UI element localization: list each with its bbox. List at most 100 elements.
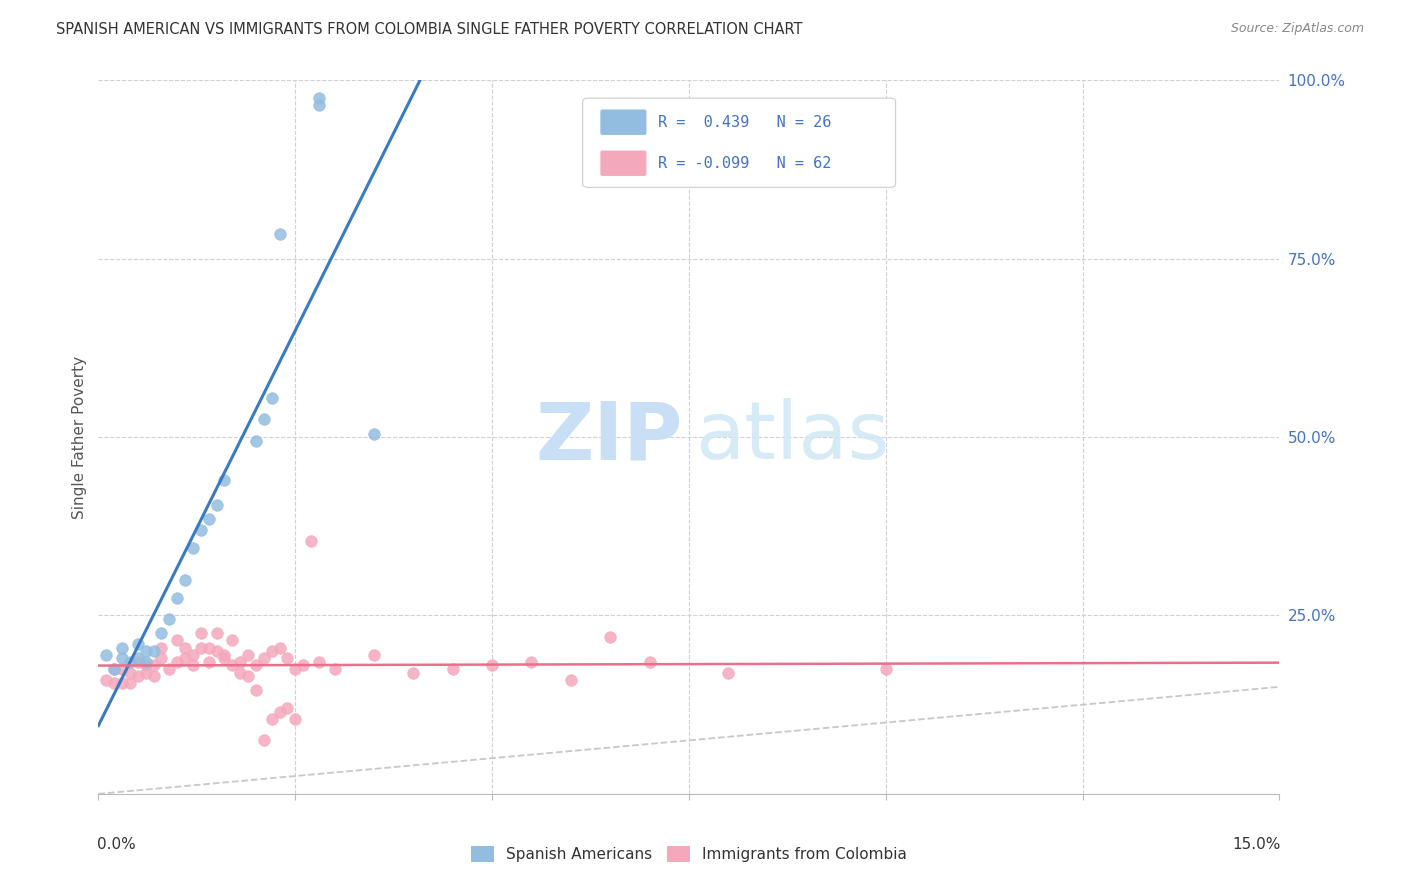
Legend: Spanish Americans, Immigrants from Colombia: Spanish Americans, Immigrants from Colom… [464, 840, 914, 868]
Point [174, 651, 197, 665]
Point [214, 473, 236, 487]
Point [142, 669, 165, 683]
Point [190, 523, 212, 537]
Point [229, 655, 252, 669]
Point [111, 676, 134, 690]
Point [253, 651, 276, 665]
Y-axis label: Single Father Poverty: Single Father Poverty [72, 356, 87, 518]
Point [157, 662, 180, 676]
Point [276, 701, 298, 715]
Point [253, 412, 276, 426]
Point [236, 648, 259, 662]
Point [363, 648, 385, 662]
Point [197, 512, 219, 526]
Text: 15.0%: 15.0% [1232, 837, 1281, 852]
Point [363, 426, 385, 441]
Point [308, 655, 330, 669]
Point [260, 644, 283, 658]
Point [150, 651, 173, 665]
Point [276, 651, 298, 665]
Point [174, 640, 197, 655]
Text: R = -0.099   N = 62: R = -0.099 N = 62 [658, 156, 831, 170]
Point [96, 648, 118, 662]
Point [245, 658, 267, 673]
Point [111, 640, 134, 655]
Point [260, 391, 283, 405]
Point [96, 673, 118, 687]
Point [174, 573, 197, 587]
Point [127, 669, 149, 683]
Point [284, 662, 307, 676]
Point [181, 541, 204, 555]
Point [181, 658, 204, 673]
Point [103, 662, 125, 676]
Point [142, 644, 165, 658]
Point [166, 633, 188, 648]
Point [127, 651, 149, 665]
Point [214, 651, 236, 665]
Point [599, 630, 621, 644]
Point [135, 655, 157, 669]
Point [118, 655, 141, 669]
Point [441, 662, 464, 676]
Point [135, 658, 157, 673]
Point [253, 733, 276, 747]
FancyBboxPatch shape [582, 98, 896, 187]
Point [308, 91, 330, 105]
Point [135, 665, 157, 680]
Point [166, 655, 188, 669]
Point [127, 655, 149, 669]
Point [150, 626, 173, 640]
Point [638, 655, 661, 669]
Point [181, 648, 204, 662]
FancyBboxPatch shape [600, 151, 647, 176]
Point [142, 658, 165, 673]
Text: SPANISH AMERICAN VS IMMIGRANTS FROM COLOMBIA SINGLE FATHER POVERTY CORRELATION C: SPANISH AMERICAN VS IMMIGRANTS FROM COLO… [56, 22, 803, 37]
Text: atlas: atlas [695, 398, 889, 476]
Point [308, 98, 330, 112]
FancyBboxPatch shape [600, 110, 647, 135]
Point [111, 662, 134, 676]
Point [221, 658, 243, 673]
Point [560, 673, 582, 687]
Point [118, 676, 141, 690]
Point [481, 658, 503, 673]
Point [103, 676, 125, 690]
Point [157, 612, 180, 626]
Text: R =  0.439   N = 26: R = 0.439 N = 26 [658, 115, 831, 129]
Point [127, 637, 149, 651]
Point [284, 712, 307, 726]
Point [236, 669, 259, 683]
Point [229, 665, 252, 680]
Point [292, 658, 315, 673]
Text: Source: ZipAtlas.com: Source: ZipAtlas.com [1230, 22, 1364, 36]
Point [166, 591, 188, 605]
Point [150, 640, 173, 655]
Point [269, 705, 291, 719]
Point [245, 683, 267, 698]
Point [190, 640, 212, 655]
Point [269, 227, 291, 241]
Point [260, 712, 283, 726]
Point [299, 533, 322, 548]
Point [205, 644, 228, 658]
Point [135, 644, 157, 658]
Point [245, 434, 267, 448]
Point [402, 665, 425, 680]
Point [221, 633, 243, 648]
Point [197, 640, 219, 655]
Point [190, 626, 212, 640]
Point [103, 662, 125, 676]
Text: 0.0%: 0.0% [97, 837, 136, 852]
Point [197, 655, 219, 669]
Point [717, 665, 740, 680]
Point [214, 648, 236, 662]
Point [205, 498, 228, 512]
Point [205, 626, 228, 640]
Point [520, 655, 543, 669]
Text: ZIP: ZIP [536, 398, 683, 476]
Point [118, 665, 141, 680]
Point [323, 662, 346, 676]
Point [875, 662, 897, 676]
Point [111, 651, 134, 665]
